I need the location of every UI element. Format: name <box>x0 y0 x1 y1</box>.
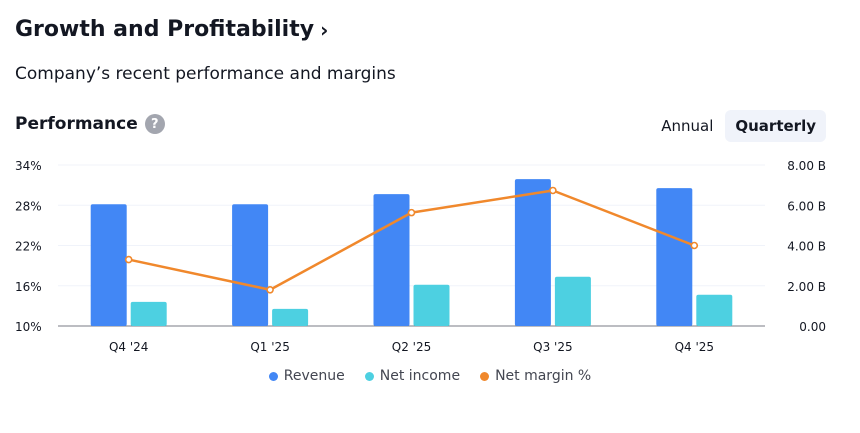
left-axis-tick-label: 10% <box>15 320 42 334</box>
left-axis-tick-label: 28% <box>15 199 42 213</box>
net-margin-point <box>124 255 133 264</box>
section-subtitle: Company’s recent performance and margins <box>15 64 396 84</box>
legend-net-margin[interactable]: Net margin % <box>480 368 591 384</box>
legend-revenue-label: Revenue <box>283 368 345 384</box>
performance-header: Performance ? <box>15 114 165 134</box>
toggle-annual[interactable]: Annual <box>661 117 714 135</box>
net-margin-point <box>407 208 416 217</box>
left-axis-tick-label: 22% <box>15 240 42 254</box>
right-axis-tick-label: 4.00 B <box>787 240 826 254</box>
performance-title: Performance <box>15 114 138 134</box>
net-income-bar <box>272 308 309 326</box>
legend-net-income[interactable]: Net income <box>364 368 461 384</box>
right-axis-tick-label: 0.00 <box>799 320 826 334</box>
legend-net-margin-swatch <box>480 371 490 381</box>
left-axis-tick-label: 34% <box>15 159 42 173</box>
period-toggle: Annual Quarterly <box>651 110 826 142</box>
section-title-text: Growth and Profitability <box>15 17 315 42</box>
right-axis-tick-label: 8.00 B <box>787 159 826 173</box>
revenue-bar <box>90 204 127 326</box>
legend-revenue[interactable]: Revenue <box>268 368 345 384</box>
chevron-right-icon: › <box>320 17 329 42</box>
net-margin-point <box>690 241 699 250</box>
net-margin-point <box>549 186 557 195</box>
legend-net-income-label: Net income <box>379 368 461 384</box>
revenue-bar <box>232 204 269 326</box>
section-title[interactable]: Growth and Profitability › <box>15 17 328 42</box>
chart-legend: Revenue Net income Net margin % <box>0 368 860 384</box>
left-axis-tick-label: 16% <box>15 280 42 294</box>
x-axis-tick-label: Q2 '25 <box>392 340 431 354</box>
x-axis-tick-label: Q4 '25 <box>675 340 714 354</box>
right-axis-tick-label: 2.00 B <box>787 280 826 294</box>
revenue-bar <box>373 194 410 326</box>
net-income-bar <box>696 294 733 326</box>
x-axis-tick-label: Q3 '25 <box>533 340 572 354</box>
net-margin-point <box>266 285 274 294</box>
net-income-bar <box>554 276 591 326</box>
legend-net-income-swatch <box>364 371 374 381</box>
net-income-bar <box>130 301 167 326</box>
legend-net-margin-label: Net margin % <box>495 368 592 384</box>
x-axis-tick-label: Q4 '24 <box>109 340 148 354</box>
revenue-bar <box>514 179 551 326</box>
help-icon[interactable]: ? <box>144 114 165 134</box>
net-income-bar <box>413 284 450 326</box>
revenue-bar <box>656 188 693 326</box>
toggle-quarterly[interactable]: Quarterly <box>725 110 826 142</box>
right-axis-tick-label: 6.00 B <box>787 199 826 213</box>
legend-revenue-swatch <box>268 371 278 381</box>
x-axis-tick-label: Q1 '25 <box>250 340 289 354</box>
